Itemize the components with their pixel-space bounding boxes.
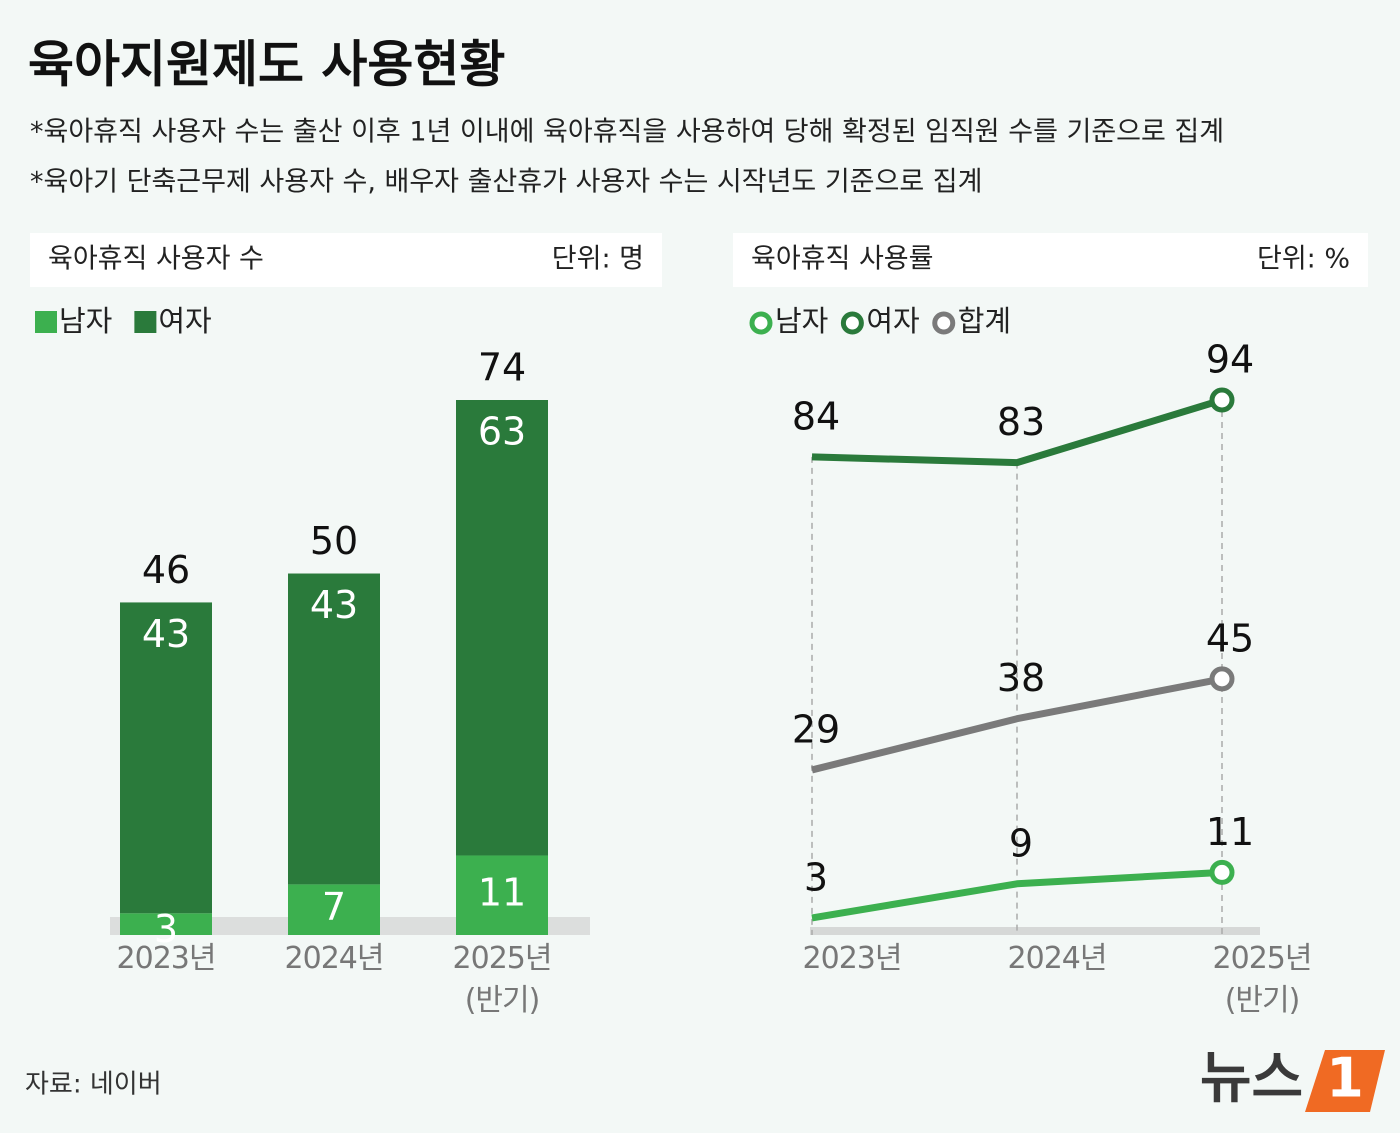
value-label: 63 [478,410,526,454]
legend-swatch [35,311,57,333]
value-label: 3 [154,907,178,951]
note: *육아휴직 사용자 수는 출산 이후 1년 이내에 육아휴직을 사용하여 당해 … [30,117,1224,148]
logo-mark [1305,1050,1385,1112]
panel-header [733,233,1368,287]
legend-label: 남자 [775,304,828,338]
legend-label: 합계 [958,304,1011,338]
total-label: 46 [142,548,190,592]
bar-segment [120,602,212,914]
value-label: 94 [1206,338,1254,382]
legend-label: 여자 [866,304,919,338]
x-tick-label: 2023년 [802,941,903,976]
legend-label: 여자 [158,304,211,338]
value-label: 29 [792,707,840,751]
legend-swatch [134,311,157,333]
page-title: 육아지원제도 사용현황 [28,36,505,94]
total-label: 74 [478,346,526,390]
panel-title: 육아휴직 사용자 수 [48,244,264,275]
point [1209,859,1235,885]
value-label: 45 [1206,616,1254,660]
source: 자료: 네이버 [25,1070,162,1100]
x-tick-label: 2024년 [284,941,385,976]
bar-segment [456,400,548,856]
baseline-shadow [810,927,1260,935]
bar-segment [288,573,380,885]
x-tick-label: 2025년 (반기) [1212,941,1313,1018]
bar-segment [456,855,548,935]
value-label: 7 [322,885,346,929]
value-label: 38 [997,656,1045,700]
value-label: 9 [1009,821,1033,865]
line-series [811,868,1223,922]
line-series [811,396,1224,467]
legend-label: 남자 [59,304,112,338]
logo-mark-text: 1 [1326,1047,1364,1110]
logo-text: 뉴스 [1200,1046,1303,1111]
unit-label: 단위: % [1257,244,1350,275]
line-series [811,675,1223,774]
value-label: 3 [804,855,828,899]
legend-marker [840,311,864,335]
value-label: 84 [792,394,840,438]
point [1209,666,1235,692]
total-label: 50 [310,519,358,563]
panel-header [30,233,662,287]
x-tick-label: 2024년 [1007,941,1108,976]
note: *육아기 단축근무제 사용자 수, 배우자 출산휴가 사용자 수는 시작년도 기… [30,167,982,198]
panel-title: 육아휴직 사용률 [751,244,933,275]
bar-segment [120,913,212,935]
point [1209,387,1235,413]
legend-marker [749,311,773,335]
unit-label: 단위: 명 [552,244,644,275]
value-label: 11 [478,871,526,915]
x-tick-label: 2023년 [116,941,217,976]
value-label: 11 [1206,810,1254,854]
value-label: 83 [997,400,1045,444]
x-tick-label: 2025년 (반기) [452,941,553,1018]
legend-marker [932,311,956,335]
bar-segment [288,884,380,935]
value-label: 43 [310,583,358,627]
value-label: 43 [142,612,190,656]
